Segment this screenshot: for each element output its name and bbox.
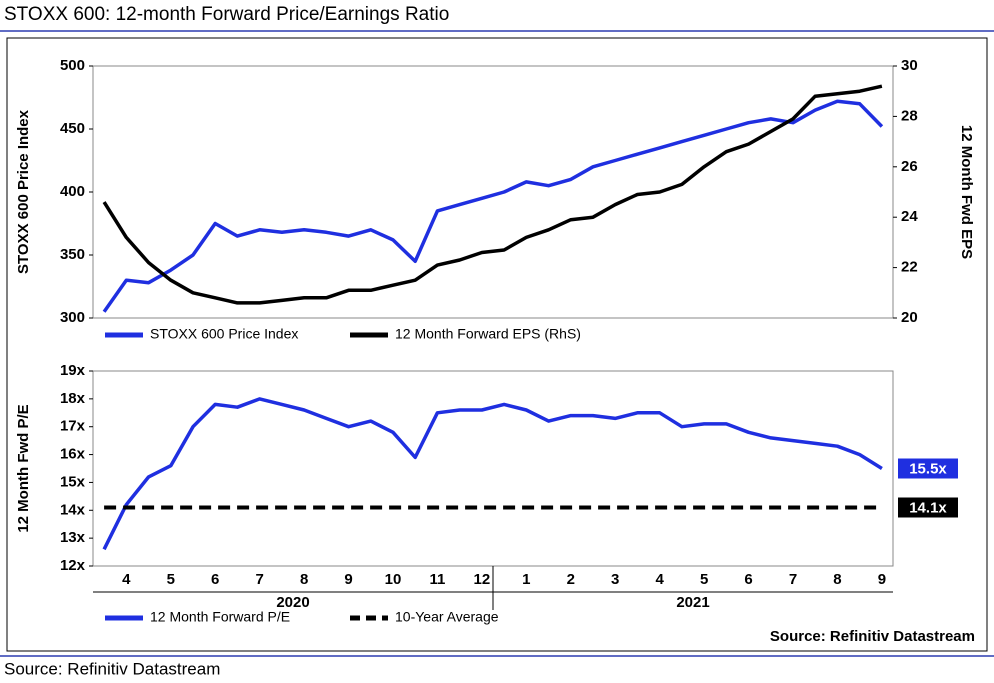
x-tick-label: 7: [789, 571, 797, 588]
year-label: 2020: [276, 594, 309, 611]
y-tick-label: 400: [60, 183, 85, 200]
plot-area: [92, 65, 894, 319]
y-tick-label: 500: [60, 57, 85, 74]
x-tick-label: 11: [430, 571, 446, 588]
y2-tick-label: 26: [901, 158, 918, 175]
note: Source: Refinitiv Datastream: [770, 628, 975, 645]
y2-tick-label: 24: [901, 208, 918, 225]
legend-label: STOXX 600 Price Index: [150, 326, 298, 342]
value-label: 14.1x: [909, 499, 947, 516]
x-tick-label: 7: [255, 571, 263, 588]
x-tick-label: 6: [744, 571, 752, 588]
y2-tick-label: 30: [901, 57, 918, 74]
x-tick-label: 9: [878, 571, 886, 588]
series-line: [102, 84, 883, 305]
y-tick-label: 19x: [60, 362, 86, 379]
legend-label: 12 Month Forward EPS (RhS): [395, 326, 581, 342]
y2-tick-label: 22: [901, 259, 918, 276]
x-tick-label: 5: [167, 571, 175, 588]
y2-tick-label: 28: [901, 107, 918, 124]
y-tick-label: 15x: [60, 473, 86, 490]
x-tick-label: 2: [567, 571, 575, 588]
y-tick-label: 450: [60, 120, 85, 137]
x-tick-label: 10: [385, 571, 402, 588]
y-axis-title: 12 Month Fwd P/E: [15, 404, 32, 532]
page-title: STOXX 600: 12-month Forward Price/Earnin…: [4, 4, 449, 25]
series-line: [102, 397, 883, 551]
series-line: [102, 99, 884, 313]
y-tick-label: 14x: [60, 501, 86, 518]
x-tick-label: 1: [522, 571, 530, 588]
x-tick-label: 12: [474, 571, 491, 588]
y-tick-label: 13x: [60, 529, 86, 546]
y-tick-label: 17x: [60, 418, 86, 435]
y-tick-label: 16x: [60, 446, 86, 463]
legend-label: 12 Month Forward P/E: [150, 609, 290, 625]
y-tick-label: 18x: [60, 390, 86, 407]
x-tick-label: 6: [211, 571, 219, 588]
frame: [6, 37, 988, 652]
legend-label: 10-Year Average: [395, 609, 499, 625]
plot-area: [92, 370, 894, 567]
y-tick-label: 350: [60, 246, 85, 263]
x-tick-label: 9: [344, 571, 352, 588]
x-tick-label: 3: [611, 571, 619, 588]
x-tick-label: 5: [700, 571, 708, 588]
year-label: 2021: [676, 594, 709, 611]
y-axis-title: STOXX 600 Price Index: [15, 109, 32, 274]
value-label-box: [898, 458, 958, 479]
y-tick-label: 12x: [60, 557, 86, 574]
x-tick-label: 8: [300, 571, 308, 588]
x-tick-label: 8: [833, 571, 841, 588]
y2-axis-title: 12 Month Fwd EPS: [958, 125, 975, 259]
y2-tick-label: 20: [901, 309, 918, 326]
x-tick-label: 4: [122, 571, 131, 588]
y-tick-label: 300: [60, 309, 85, 326]
source: Source: Refinitiv Datastream: [4, 659, 220, 678]
value-label-box: [898, 497, 958, 518]
x-tick-label: 4: [655, 571, 664, 588]
value-label: 15.5x: [909, 460, 947, 477]
